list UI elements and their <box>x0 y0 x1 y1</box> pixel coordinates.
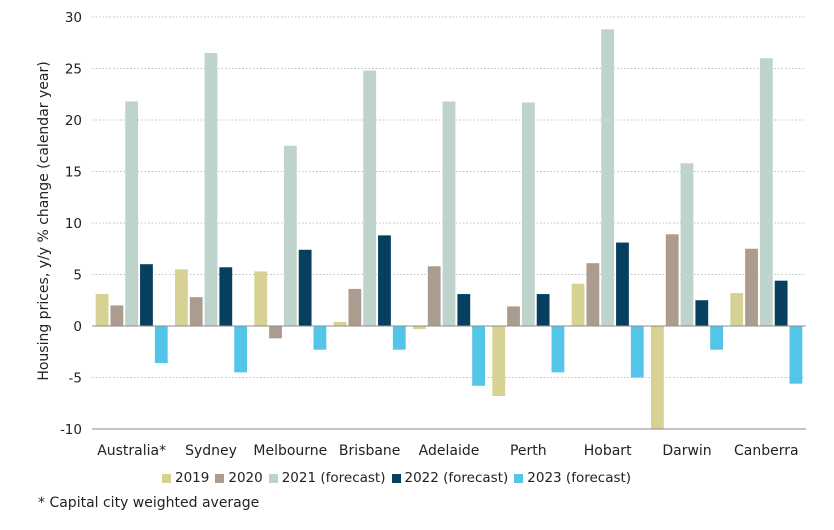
bar-brisbane-2021 <box>363 70 377 326</box>
category-label: Melbourne <box>253 443 327 459</box>
legend-label: 2021 (forecast) <box>281 470 386 486</box>
bar-hobart-2020 <box>586 263 600 326</box>
legend-item: 2020 <box>215 470 263 486</box>
bar-australia-2023 <box>154 326 168 364</box>
bar-hobart-2021 <box>601 29 615 327</box>
legend-swatch <box>391 473 401 483</box>
bar-sydney-2019 <box>175 269 188 326</box>
bar-canberra-2019 <box>730 293 744 326</box>
category-label: Australia* <box>97 443 166 459</box>
legend-item: 2021 (forecast) <box>268 470 386 486</box>
bar-melbourne-2019 <box>254 271 268 326</box>
legend-label: 2023 (forecast) <box>527 470 632 486</box>
bar-hobart-2022 <box>616 242 629 326</box>
legend-label: 2022 (forecast) <box>404 470 509 486</box>
bar-melbourne-2022 <box>298 249 312 326</box>
bar-australia-2020 <box>110 305 124 326</box>
bar-darwin-2022 <box>695 300 709 326</box>
bar-australia-2021 <box>125 101 139 327</box>
bar-sydney-2022 <box>219 267 233 326</box>
y-tick-label: -10 <box>60 422 82 438</box>
legend-swatch <box>215 473 225 483</box>
y-tick-label: 10 <box>65 216 82 232</box>
bar-canberra-2021 <box>759 58 773 326</box>
bar-melbourne-2021 <box>283 145 297 326</box>
bar-adelaide-2023 <box>472 326 485 386</box>
y-tick-label: -5 <box>69 371 82 387</box>
y-tick-label: 20 <box>65 113 82 129</box>
bar-perth-2021 <box>521 102 535 327</box>
bar-darwin-2019 <box>651 326 664 429</box>
y-tick-labels: -10 -5 0 5 10 15 20 25 30 <box>60 10 82 438</box>
category-label: Perth <box>510 443 547 459</box>
bar-hobart-2019 <box>571 283 585 326</box>
legend-swatch <box>162 473 171 483</box>
bar-adelaide-2020 <box>427 266 441 326</box>
y-tick-label: 30 <box>65 10 82 26</box>
legend-label: 2020 <box>228 470 263 486</box>
category-label: Canberra <box>734 443 799 459</box>
y-axis-label: Housing prices, y/y % change (calendar y… <box>36 61 52 380</box>
legend-swatch <box>514 473 524 483</box>
legend-swatch <box>268 473 278 483</box>
legend: 2019 2020 2021 (forecast) 2022 (forecast) 20… <box>162 470 637 486</box>
bar-darwin-2021 <box>680 163 694 326</box>
footnote: * Capital city weighted average <box>38 495 260 511</box>
bar-perth-2022 <box>536 294 550 326</box>
bar-darwin-2020 <box>665 234 679 326</box>
bar-brisbane-2019 <box>333 321 347 326</box>
bar-australia-2022 <box>140 264 153 326</box>
bar-darwin-2023 <box>710 326 723 350</box>
category-label: Hobart <box>584 443 632 459</box>
y-tick-label: 0 <box>73 319 82 335</box>
bar-perth-2023 <box>551 326 565 373</box>
legend-item: 2019 <box>162 470 209 486</box>
bar-perth-2019 <box>492 326 506 397</box>
legend-label: 2019 <box>175 470 210 486</box>
bar-canberra-2023 <box>789 326 803 384</box>
category-label: Brisbane <box>339 443 401 459</box>
bar-hobart-2023 <box>630 326 644 378</box>
legend-item: 2022 (forecast) <box>391 470 509 486</box>
category-labels: Australia* Sydney Melbourne Brisbane Adelaid… <box>97 443 798 459</box>
bar-canberra-2022 <box>774 280 788 326</box>
bar-melbourne-2020 <box>269 326 282 339</box>
bar-brisbane-2022 <box>378 235 391 326</box>
bar-sydney-2023 <box>234 326 247 373</box>
bar-adelaide-2022 <box>457 294 471 326</box>
legend-item: 2023 (forecast) <box>514 470 631 486</box>
category-label: Darwin <box>662 443 711 459</box>
y-tick-label: 5 <box>73 268 82 284</box>
bar-canberra-2020 <box>745 248 758 326</box>
category-label: Sydney <box>185 443 237 459</box>
bar-melbourne-2023 <box>313 326 327 350</box>
y-tick-label: 25 <box>65 62 82 78</box>
bar-adelaide-2021 <box>442 101 456 327</box>
bar-brisbane-2023 <box>392 326 406 350</box>
bar-adelaide-2019 <box>413 326 426 330</box>
y-tick-label: 15 <box>65 165 82 181</box>
category-label: Adelaide <box>419 443 480 459</box>
bar-brisbane-2020 <box>348 288 362 326</box>
bar-perth-2020 <box>507 306 520 326</box>
bar-sydney-2020 <box>189 297 203 326</box>
bar-australia-2019 <box>95 294 109 326</box>
bar-sydney-2021 <box>204 53 218 327</box>
bars <box>95 29 803 429</box>
